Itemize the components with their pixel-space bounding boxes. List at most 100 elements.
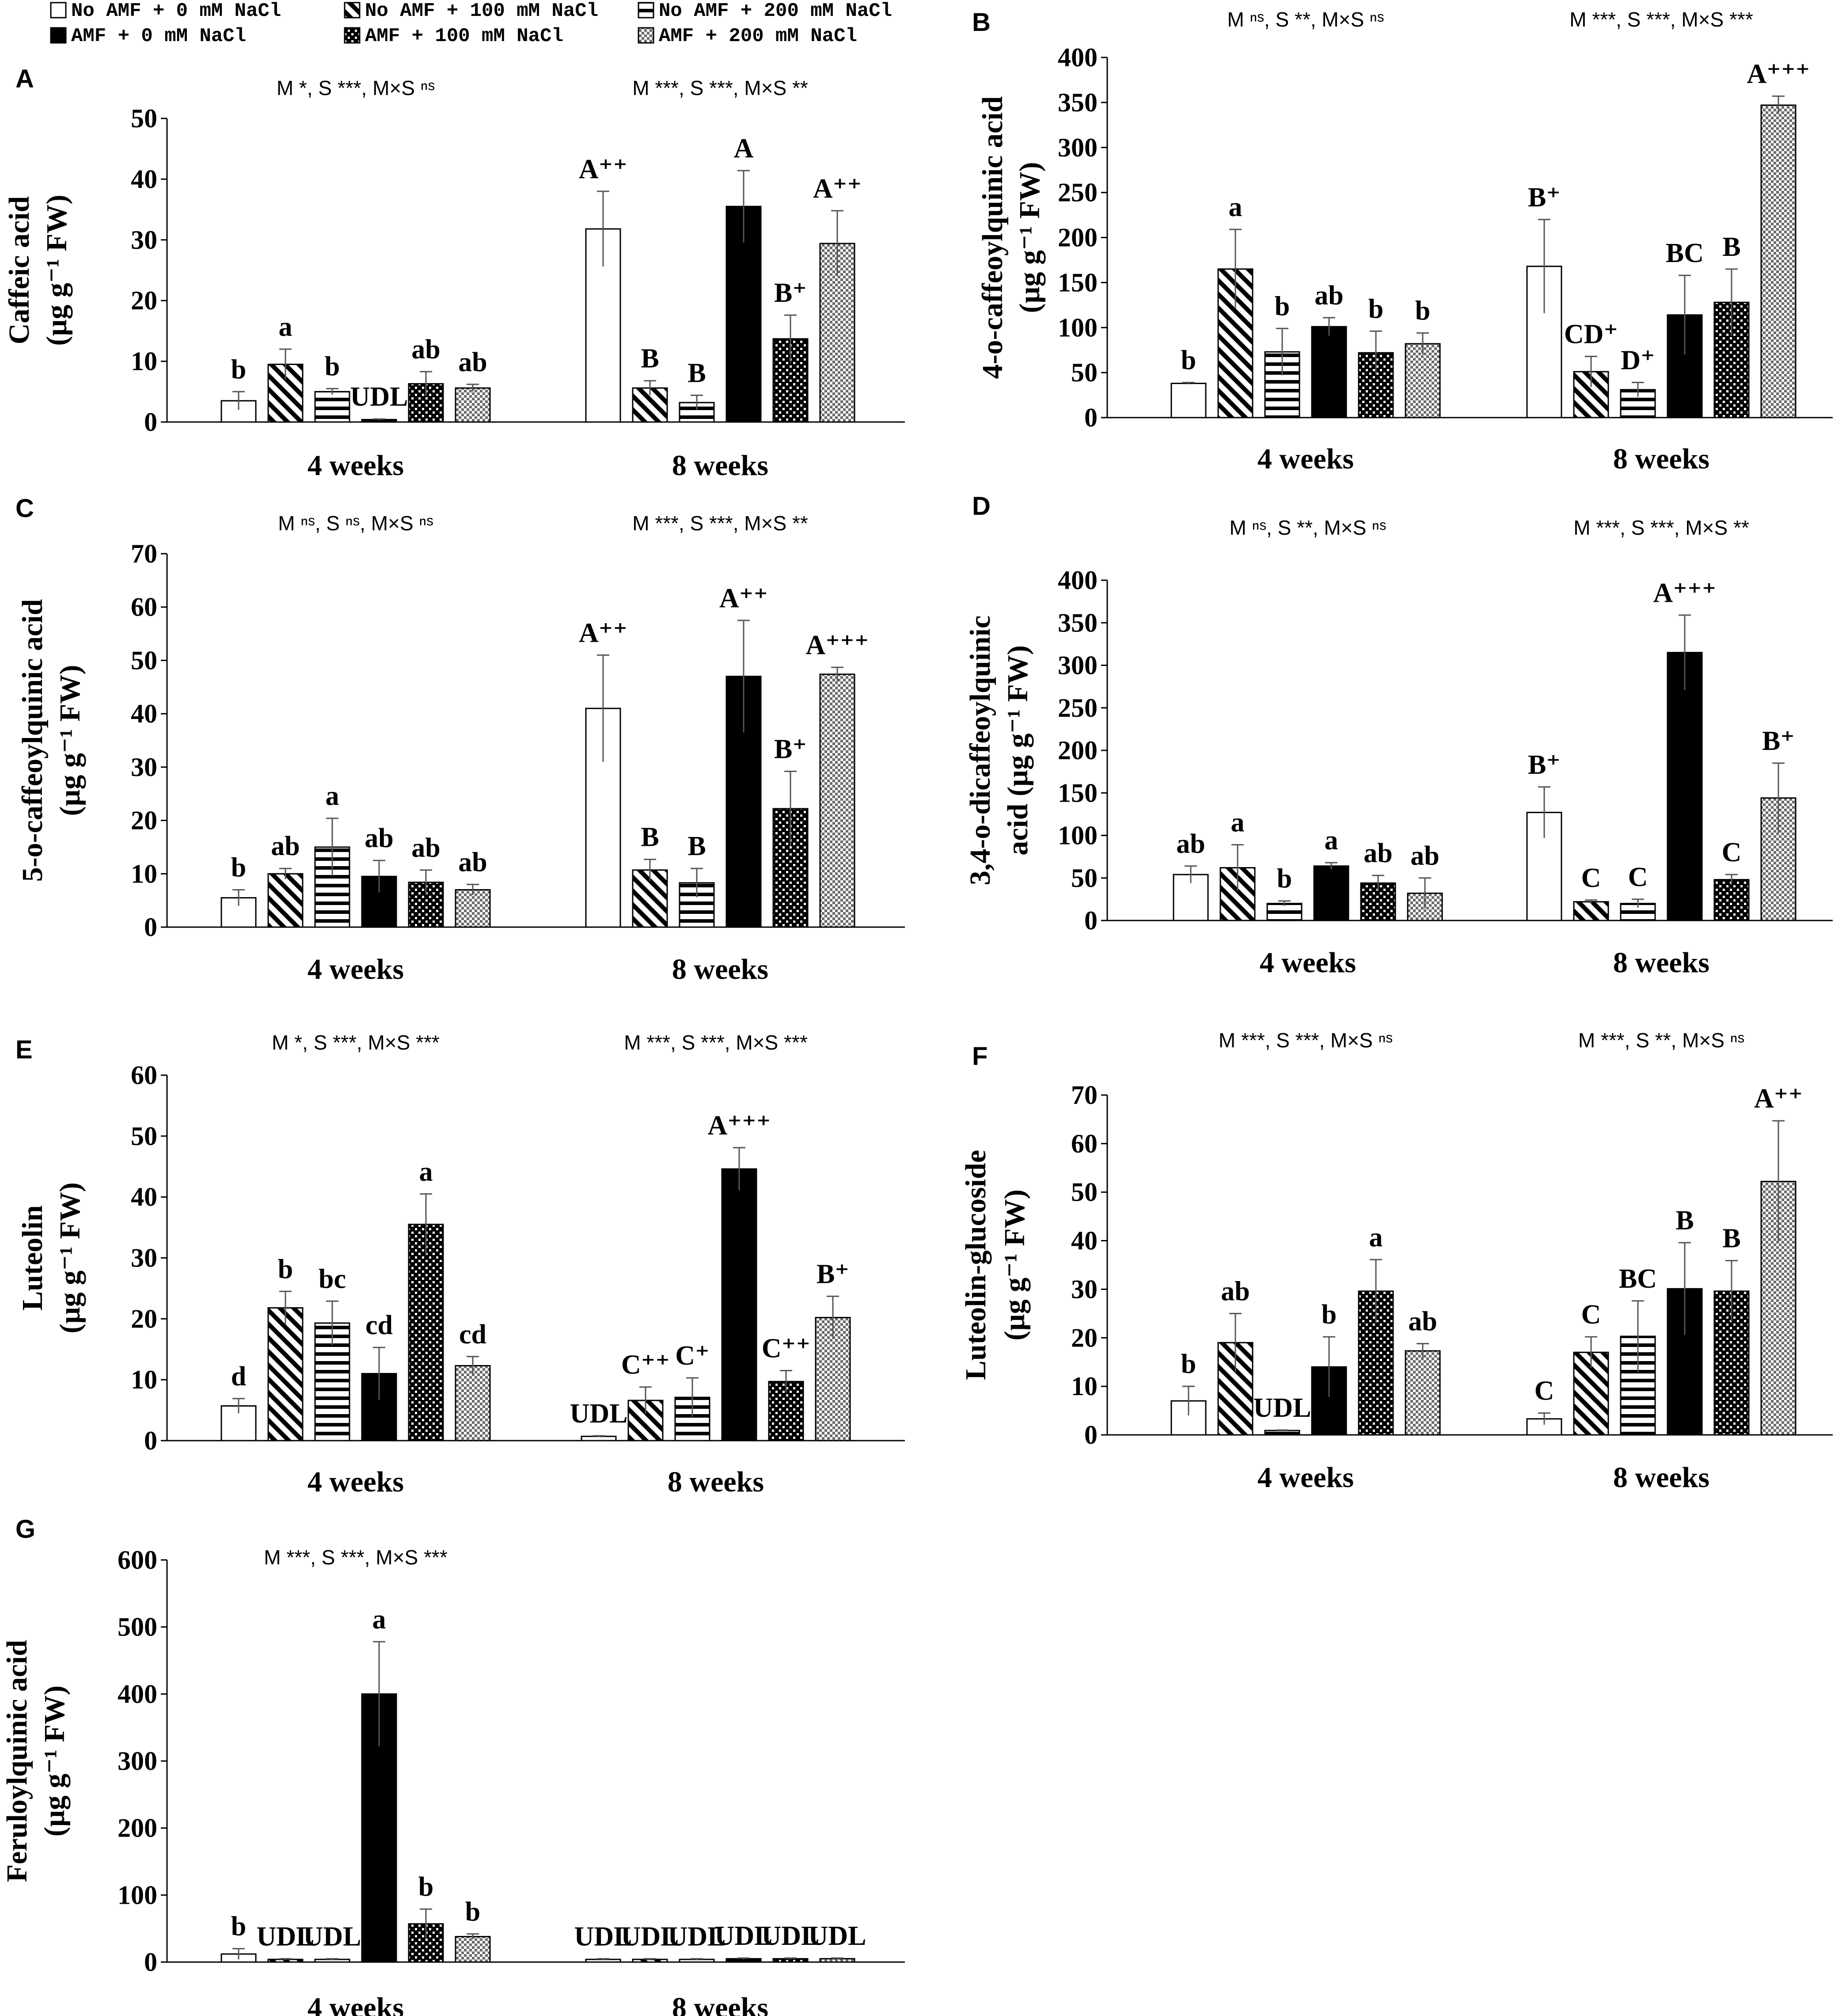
significance-letter-A: B (641, 344, 659, 374)
chart-E: E 0 10 20 30 40 50 60 Luteolin (µg g⁻¹ FW) 4 weeks… (15, 1031, 905, 1498)
significance-letter-A: ab (411, 335, 440, 365)
y-tick-label-G: 400 (118, 1679, 157, 1708)
y-axis-title-C: 5-o-caffeoylquinic acid (16, 599, 49, 882)
y-tick-label-E: 0 (144, 1426, 157, 1455)
y-tick-label-A: 40 (131, 164, 157, 194)
y-tick-label-F: 60 (1071, 1129, 1098, 1158)
bar-G-1-6 (455, 1936, 491, 1963)
bars-E: d UDL b C⁺⁺ bc C⁺ cd A⁺⁺⁺ a C⁺⁺ cd B⁺ (220, 1111, 851, 1442)
y-axis-title-F: Luteolin-glucoside (960, 1150, 992, 1380)
bar-A-1-6 (455, 387, 491, 423)
bar-B-1-1 (1170, 383, 1207, 418)
significance-letter-B: a (1229, 192, 1242, 222)
significance-letter-E: a (419, 1157, 433, 1187)
significance-letter-F: BC (1619, 1264, 1657, 1294)
significance-letter-C: A⁺⁺ (719, 583, 768, 613)
y-axis-title-C: (µg g⁻¹ FW) (54, 665, 86, 816)
bars-B: b B⁺ a CD⁺ b D⁺ ab BC b Bb A⁺⁺⁺ (1170, 59, 1810, 418)
y-tick-label-E: 40 (131, 1183, 157, 1212)
y-tick-label-D: 250 (1058, 693, 1098, 723)
significance-letter-G: UDL (809, 1921, 866, 1951)
stats-annotation-B: M ⁿˢ, S **, M×S ⁿˢ (1227, 8, 1384, 31)
bar-B-1-4 (1311, 326, 1347, 418)
significance-letter-G: UDL (668, 1921, 726, 1951)
significance-letter-C: a (326, 781, 339, 811)
legend-label-amf_0: AMF + 0 mM NaCl (71, 25, 246, 47)
x-category-label-F: 4 weeks (1257, 1461, 1354, 1494)
bars-D: ab B⁺ a Cb Ca A⁺⁺⁺ ab Cab B⁺ (1173, 578, 1797, 921)
x-category-label-B: 8 weeks (1613, 443, 1709, 475)
y-tick-label-B: 100 (1058, 313, 1098, 342)
y-tick-label-C: 50 (131, 646, 157, 675)
significance-letter-B: CD⁺ (1564, 319, 1618, 349)
y-tick-label-G: 0 (144, 1948, 157, 1977)
y-tick-label-E: 60 (131, 1061, 157, 1090)
significance-letter-E: cd (459, 1320, 486, 1350)
significance-letter-D: a (1325, 825, 1338, 856)
significance-letter-C: B (641, 822, 659, 852)
significance-letter-A: B (688, 358, 706, 388)
significance-letter-C: ab (271, 831, 300, 861)
significance-letter-F: C (1535, 1376, 1554, 1406)
significance-letter-E: b (278, 1254, 293, 1284)
panel-label-G: G (15, 1515, 35, 1544)
bars-A: b A⁺⁺ a Bb B UDL Aab B⁺ ab A⁺⁺ (220, 133, 862, 423)
y-tick-label-E: 30 (131, 1244, 157, 1273)
y-tick-label-C: 70 (131, 539, 157, 568)
bar-C-1-6 (455, 889, 491, 928)
y-tick-label-A: 10 (131, 347, 157, 376)
bar-D-2-4 (1667, 652, 1703, 921)
y-tick-label-B: 400 (1058, 43, 1098, 72)
significance-letter-G: UDL (621, 1921, 679, 1951)
y-tick-label-F: 0 (1084, 1420, 1098, 1449)
significance-letter-F: C (1581, 1300, 1601, 1330)
bar-E-1-6 (455, 1365, 491, 1442)
significance-letter-F: B (1722, 1224, 1740, 1254)
significance-letter-A: A (734, 133, 754, 164)
bar-B-2-6 (1760, 104, 1797, 418)
bar-E-2-4 (721, 1168, 757, 1442)
bar-D-2-2 (1573, 901, 1609, 921)
y-tick-label-B: 0 (1084, 403, 1098, 432)
chart-B: B 0 50 100 150 200 250 300 350 400 4-o-caffeoylqui… (972, 8, 1833, 475)
y-tick-label-B: 150 (1058, 268, 1098, 297)
significance-letter-B: b (1181, 346, 1196, 376)
significance-letter-A: a (279, 312, 292, 342)
x-category-label-C: 8 weeks (672, 953, 768, 985)
y-axis-title-D: acid (µg g⁻¹ FW) (1002, 645, 1034, 856)
y-tick-label-A: 20 (131, 286, 157, 315)
y-tick-label-C: 20 (131, 806, 157, 835)
significance-letter-F: ab (1221, 1276, 1250, 1306)
y-tick-label-D: 200 (1058, 736, 1098, 765)
stats-annotation-F: M ***, S **, M×S ⁿˢ (1578, 1029, 1744, 1052)
y-tick-label-C: 30 (131, 753, 157, 782)
y-tick-label-D: 300 (1058, 651, 1098, 680)
y-tick-label-G: 200 (118, 1814, 157, 1843)
y-tick-label-D: 50 (1071, 863, 1098, 893)
legend-label-amf_100: AMF + 100 mM NaCl (365, 25, 563, 47)
bars-F: b Cab C UDL BC b Ba Bab A⁺⁺ (1170, 1084, 1803, 1436)
chart-C: C 0 10 20 30 40 50 60 70 5-o-caffeoylquinic acid(… (15, 494, 905, 985)
y-axis-title-B: (µg g⁻¹ FW) (1014, 162, 1046, 313)
legend-swatch-amf_200 (638, 27, 654, 44)
significance-letter-D: ab (1176, 829, 1205, 859)
legend-swatch-amf_100 (344, 27, 361, 44)
significance-letter-B: b (1415, 296, 1430, 326)
stats-annotation-C: M ⁿˢ, S ⁿˢ, M×S ⁿˢ (278, 512, 433, 535)
y-tick-label-E: 50 (131, 1122, 157, 1151)
significance-letter-B: B⁺ (1528, 183, 1561, 213)
significance-letter-B: A⁺⁺⁺ (1747, 59, 1810, 89)
y-tick-label-G: 100 (118, 1880, 157, 1909)
bar-D-1-4 (1313, 865, 1349, 921)
y-tick-label-G: 600 (118, 1545, 157, 1575)
significance-letter-F: B (1675, 1206, 1694, 1236)
x-category-label-B: 4 weeks (1257, 443, 1354, 475)
y-axis-title-E: (µg g⁻¹ FW) (54, 1183, 86, 1334)
y-tick-label-G: 500 (118, 1613, 157, 1642)
panel-label-C: C (15, 494, 34, 523)
y-tick-label-A: 50 (131, 104, 157, 133)
x-category-label-E: 8 weeks (668, 1466, 764, 1498)
significance-letter-B: B (1722, 232, 1740, 262)
